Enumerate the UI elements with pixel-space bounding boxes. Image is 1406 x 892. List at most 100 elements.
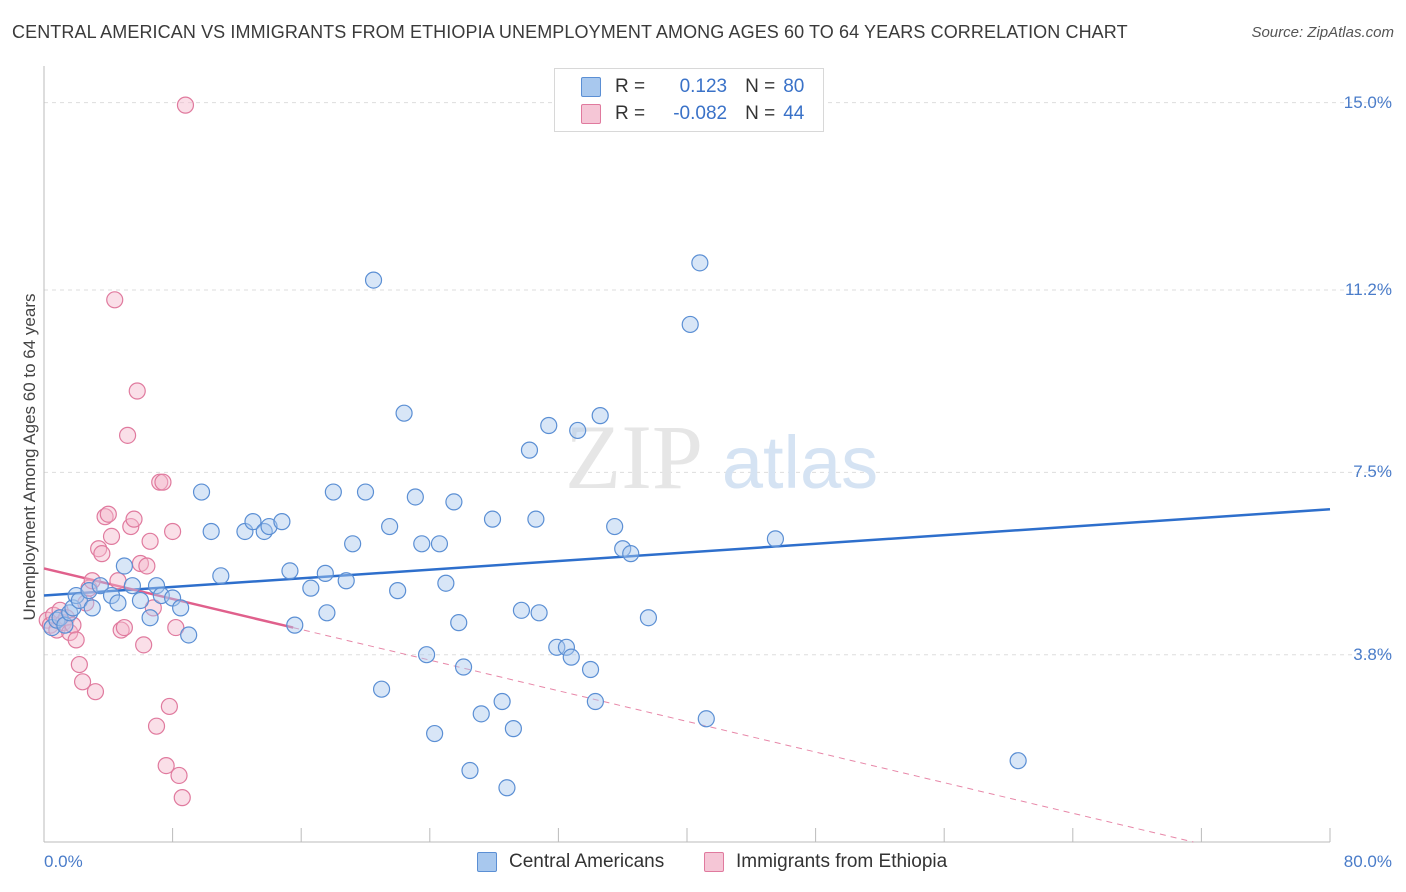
watermark-zip: ZIP (565, 406, 703, 508)
point-ethiopia-18 (96, 508, 114, 526)
point-central-americans-64 (548, 638, 566, 656)
point-central-americans-69 (586, 692, 604, 711)
point-central-americans-4 (61, 604, 79, 622)
legend-row-central-americans: R = 0.123 N = 80 (581, 74, 804, 100)
point-central-americans-60 (520, 441, 539, 459)
point-central-americans-76 (691, 254, 709, 272)
point-central-americans-18 (152, 586, 170, 605)
bottom-legend-label-blue: Central Americans (509, 851, 665, 872)
point-central-americans-1 (48, 611, 66, 629)
point-central-americans-52 (454, 658, 473, 676)
point-central-americans-40 (372, 680, 391, 698)
bottom-legend-ethiopia: Immigrants from Ethiopia (704, 851, 947, 873)
point-ethiopia-28 (128, 382, 146, 400)
point-central-americans-9 (83, 599, 101, 617)
point-central-americans-56 (493, 692, 511, 711)
point-central-americans-17 (147, 577, 166, 595)
point-central-americans-35 (324, 483, 342, 501)
trend-lines (43, 508, 1331, 843)
point-ethiopia-25 (118, 426, 137, 444)
point-central-americans-75 (681, 315, 699, 334)
point-central-americans-44 (406, 488, 424, 506)
point-central-americans-77 (697, 710, 715, 728)
point-ethiopia-23 (112, 621, 130, 639)
point-central-americans-39 (364, 271, 383, 289)
point-central-americans-45 (413, 535, 431, 553)
point-ethiopia-24 (115, 618, 133, 637)
point-central-americans-42 (389, 582, 407, 600)
point-ethiopia-11 (73, 673, 92, 691)
point-central-americans-47 (426, 724, 444, 743)
legend-n-value-blue: 80 (783, 76, 805, 97)
point-ethiopia-32 (141, 532, 159, 550)
point-central-americans-29 (273, 513, 291, 531)
point-central-americans-49 (437, 574, 455, 592)
legend-r-value-blue: 0.123 (679, 76, 728, 97)
legend-n-label: N = (745, 103, 776, 124)
point-central-americans-63 (540, 416, 558, 435)
point-ethiopia-21 (106, 291, 124, 309)
bottom-legend-swatch-blue (477, 852, 497, 872)
point-central-americans-38 (356, 483, 375, 501)
point-central-americans-55 (483, 510, 502, 528)
point-ethiopia-42 (173, 789, 191, 807)
point-central-americans-58 (504, 720, 522, 738)
point-central-americans-71 (606, 517, 624, 536)
series-immigrants-from-ethiopia (38, 96, 195, 807)
point-central-americans-12 (109, 594, 127, 612)
y-tick-label-2: 11.2% (1345, 279, 1392, 299)
point-central-americans-57 (498, 779, 516, 797)
y-tick-label-0: 3.8% (1353, 644, 1392, 664)
point-ethiopia-36 (154, 473, 172, 491)
point-ethiopia-15 (86, 683, 105, 701)
y-tick-label-1: 7.5% (1353, 462, 1392, 482)
point-ethiopia-14 (83, 572, 101, 590)
point-central-americans-72 (614, 540, 632, 558)
point-central-americans-59 (512, 601, 531, 619)
point-central-americans-23 (202, 522, 220, 541)
bottom-legend-swatch-pink (704, 852, 724, 872)
point-central-americans-33 (316, 564, 334, 582)
point-ethiopia-17 (93, 545, 111, 563)
point-central-americans-65 (557, 638, 576, 656)
point-ethiopia-9 (67, 631, 85, 649)
legend-swatch-blue (581, 77, 601, 97)
point-central-americans-70 (591, 407, 609, 425)
gridlines (44, 102, 1390, 656)
correlation-legend: R = 0.123 N = 80 R = -0.082 N = 44 (554, 68, 824, 132)
point-ethiopia-38 (160, 697, 178, 716)
legend-n-value-pink: 44 (783, 103, 805, 124)
point-central-americans-31 (286, 616, 304, 634)
point-ethiopia-33 (144, 599, 162, 617)
chart-title: CENTRAL AMERICAN VS IMMIGRANTS FROM ETHI… (12, 22, 1128, 42)
point-central-americans-20 (172, 599, 190, 617)
point-central-americans-36 (337, 572, 355, 590)
bottom-legend: Central Americans Immigrants from Ethiop… (0, 851, 1406, 877)
legend-r-label: R = (615, 76, 646, 97)
source-label: Source: ZipAtlas.com (1251, 24, 1394, 41)
point-central-americans-79 (1009, 752, 1027, 770)
x-tick-label-max: 80.0% (1343, 852, 1392, 871)
point-central-americans-13 (115, 557, 133, 575)
point-central-americans-27 (255, 522, 273, 541)
watermark: ZIP atlas (565, 406, 878, 508)
point-central-americans-62 (530, 604, 548, 622)
point-central-americans-51 (450, 614, 468, 632)
point-ethiopia-27 (125, 510, 143, 528)
point-central-americans-6 (67, 586, 85, 605)
point-central-americans-73 (622, 545, 640, 563)
point-central-americans-37 (344, 535, 362, 553)
point-central-americans-66 (562, 648, 580, 666)
y-tick-label-3: 15.0% (1343, 92, 1392, 112)
point-ethiopia-39 (164, 522, 182, 541)
point-central-americans-26 (244, 513, 262, 531)
point-central-americans-15 (131, 591, 150, 610)
point-ethiopia-31 (138, 557, 156, 575)
legend-swatch-pink (581, 104, 601, 124)
point-ethiopia-16 (90, 540, 108, 558)
point-central-americans-22 (192, 483, 211, 501)
point-ethiopia-34 (147, 717, 166, 735)
point-central-americans-67 (569, 421, 587, 440)
point-central-americans-41 (381, 517, 399, 536)
point-central-americans-30 (281, 562, 299, 580)
